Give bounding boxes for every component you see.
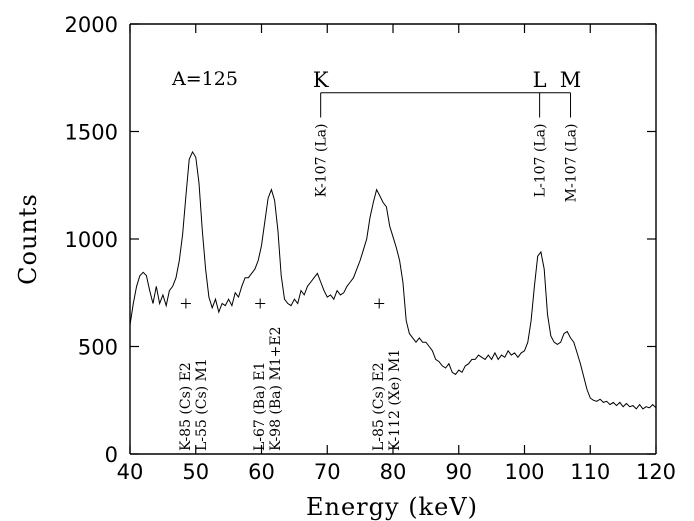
x-tick-label: 40: [117, 460, 144, 484]
y-tick-label: 1500: [65, 121, 118, 145]
shell-transition-label: L-107 (La): [533, 124, 549, 198]
y-axis-ticks: 0 500 1000 1500 2000: [65, 13, 656, 467]
shell-label: L: [533, 68, 547, 92]
x-tick-label: 90: [445, 460, 472, 484]
shell-label: M: [560, 68, 582, 92]
x-tick-label: 60: [248, 460, 275, 484]
peak-annotation-label: L-55 (Cs) M1: [194, 358, 210, 451]
x-tick-label: 100: [504, 460, 544, 484]
peak-annotation-label: L-85 (Cs) E2: [371, 362, 387, 451]
shell-transition-label: K-107 (La): [314, 124, 330, 198]
peak-annotation-label: K-98 (Ba) M1+E2: [268, 326, 284, 451]
inset-label: A=125: [171, 68, 238, 90]
y-tick-label: 0: [105, 443, 118, 467]
x-tick-label: 110: [570, 460, 610, 484]
y-tick-label: 2000: [65, 13, 118, 37]
series-line: [129, 150, 657, 410]
shell-transition-label: M-107 (La): [564, 124, 580, 203]
shell-bracket-group: K K-107 (La) L L-107 (La) M M-107 (La): [313, 68, 581, 203]
y-tick-label: 1000: [65, 228, 118, 252]
shell-label: K: [313, 68, 329, 92]
y-axis-title: Counts: [14, 193, 42, 285]
peak-annotation-label: K-112 (Xe) M1: [387, 349, 403, 451]
x-axis-ticks: 40 50 60 70 80 90 100 110 120: [117, 24, 676, 484]
peak-annotation-label: K-85 (Cs) E2: [178, 362, 194, 451]
x-tick-label: 50: [182, 460, 209, 484]
peak-annotations: K-85 (Cs) E2 L-55 (Cs) M1 L-67 (Ba) E1 K-98…: [178, 298, 403, 451]
x-tick-label: 80: [380, 460, 407, 484]
x-tick-label: 70: [314, 460, 341, 484]
x-axis-title: Energy (keV): [306, 493, 478, 521]
peak-annotation-label: L-67 (Ba) E1: [252, 362, 268, 451]
x-tick-label: 120: [636, 460, 676, 484]
y-tick-label: 500: [78, 336, 118, 360]
